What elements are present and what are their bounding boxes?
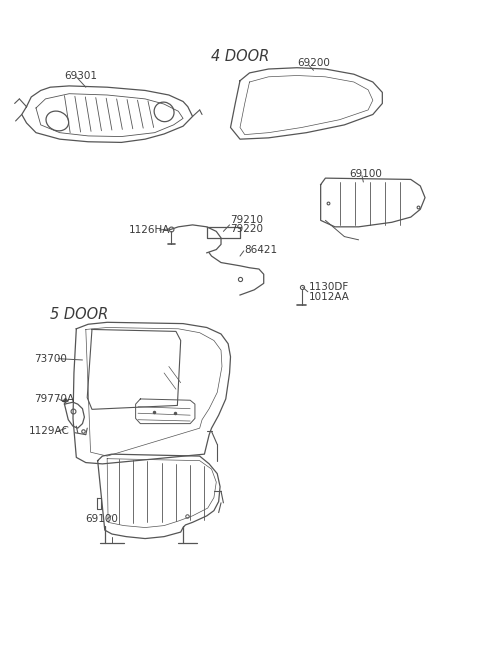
Text: 1012AA: 1012AA [309,292,349,302]
Text: 79210: 79210 [230,215,264,225]
Text: 1126HA: 1126HA [129,225,170,235]
Text: 79220: 79220 [230,225,264,234]
Text: 69200: 69200 [297,58,330,68]
Text: 86421: 86421 [245,244,278,255]
Text: 5 DOOR: 5 DOOR [50,307,108,322]
Text: 1130DF: 1130DF [309,282,349,292]
Text: 1129AC: 1129AC [29,426,70,436]
Text: 69301: 69301 [64,71,97,81]
Text: 69100: 69100 [349,168,382,179]
Text: 4 DOOR: 4 DOOR [211,48,269,64]
Text: 73700: 73700 [34,354,67,364]
Text: 79770A: 79770A [34,394,74,404]
Text: 69100: 69100 [85,514,118,524]
